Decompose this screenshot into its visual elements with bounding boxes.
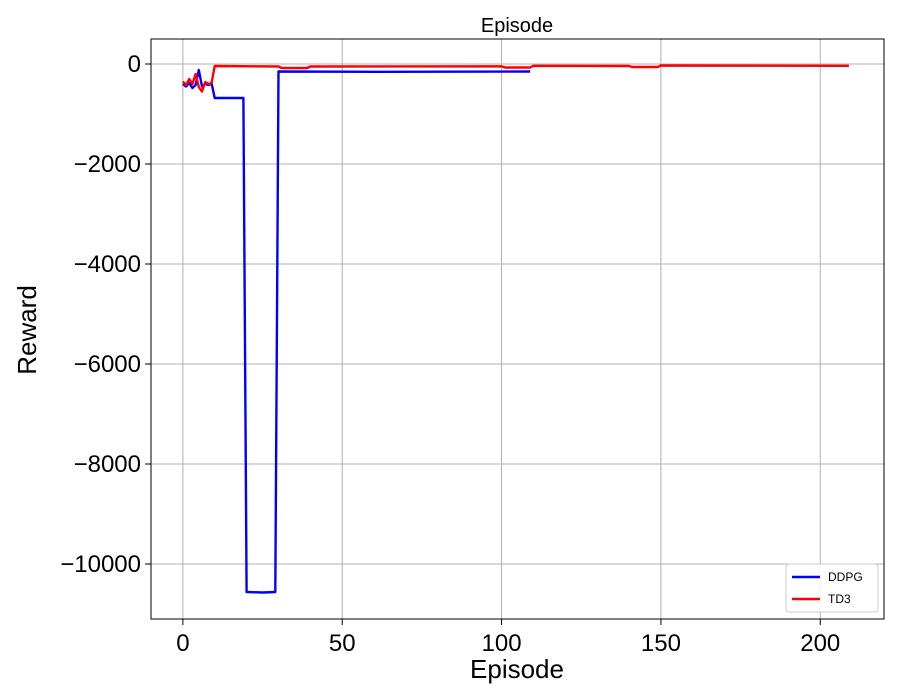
- legend: DDPG TD3: [785, 563, 879, 613]
- plot-frame: [150, 38, 885, 620]
- x-tick-label: 100: [482, 630, 522, 657]
- legend-label: DDPG: [828, 570, 863, 584]
- x-axis-ticks: 0 50 100 150 200: [176, 619, 840, 657]
- y-tick-label: −6000: [74, 351, 141, 378]
- x-tick-label: 0: [176, 630, 189, 657]
- y-tick-label: 0: [128, 51, 141, 78]
- chart-title: Episode: [481, 15, 553, 37]
- legend-label: TD3: [828, 592, 851, 606]
- x-tick-label: 50: [329, 630, 356, 657]
- y-axis-ticks: 0 −2000 −4000 −6000 −8000 −10000: [60, 51, 151, 578]
- y-tick-label: −4000: [74, 251, 141, 278]
- y-axis-label: Reward: [12, 285, 42, 375]
- y-tick-label: −10000: [60, 551, 141, 578]
- series-layer: [182, 64, 849, 594]
- x-tick-label: 200: [800, 630, 840, 657]
- grid-lines: [151, 39, 884, 619]
- y-tick-label: −8000: [74, 451, 141, 478]
- series-line-ddpg: [182, 68, 531, 594]
- series-line-td3: [182, 64, 849, 93]
- x-axis-label: Episode: [470, 654, 564, 684]
- x-tick-label: 150: [641, 630, 681, 657]
- y-tick-label: −2000: [74, 151, 141, 178]
